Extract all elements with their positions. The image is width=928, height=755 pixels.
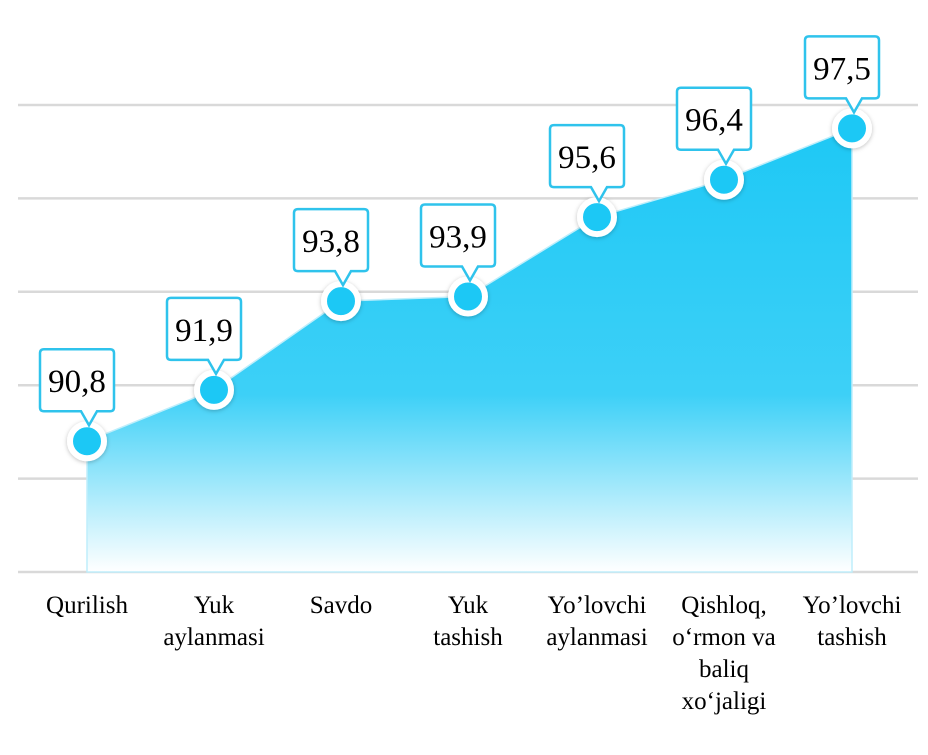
data-label-box-3 xyxy=(292,207,370,288)
data-point-3 xyxy=(321,281,361,322)
data-label-box-5 xyxy=(548,123,626,204)
data-label-3: 93,8 xyxy=(302,224,360,260)
data-point-1 xyxy=(67,421,107,462)
data-point-2 xyxy=(194,369,234,410)
data-label-5: 95,6 xyxy=(558,140,616,176)
x-tick-label-7: Yo’lovchi tashish xyxy=(802,592,902,651)
data-label-7: 97,5 xyxy=(813,51,871,87)
x-tick-label-1: Qurilish xyxy=(46,592,128,619)
x-tick-label-2: Yuk aylanmasi xyxy=(163,592,265,651)
data-label-2: 91,9 xyxy=(175,313,233,349)
data-point-7 xyxy=(832,108,872,149)
area-fill xyxy=(86,127,853,573)
x-tick-label-6: Qishloq, o‘rmon va baliq xo‘jaligi xyxy=(672,592,776,715)
data-point-5 xyxy=(577,197,617,238)
data-label-4: 93,9 xyxy=(429,219,487,255)
area-series xyxy=(86,127,853,573)
data-label-box-6 xyxy=(675,86,753,167)
data-point-6 xyxy=(704,159,744,200)
x-tick-label-5: Yo’lovchi aylanmasi xyxy=(546,592,648,651)
data-labels: 90,8 91,9 93,8 93,9 95,6 96,4 97,5 xyxy=(38,35,881,428)
data-label-box-7 xyxy=(803,35,881,115)
data-label-box-2 xyxy=(165,296,243,377)
data-label-box-4 xyxy=(419,203,497,283)
data-point-4 xyxy=(448,276,488,317)
data-label-6: 96,4 xyxy=(685,103,743,139)
data-label-box-1 xyxy=(38,347,116,428)
data-label-1: 90,8 xyxy=(48,364,106,400)
x-tick-label-4: Yuk tashish xyxy=(433,592,503,651)
x-tick-label-3: Savdo xyxy=(309,592,373,619)
